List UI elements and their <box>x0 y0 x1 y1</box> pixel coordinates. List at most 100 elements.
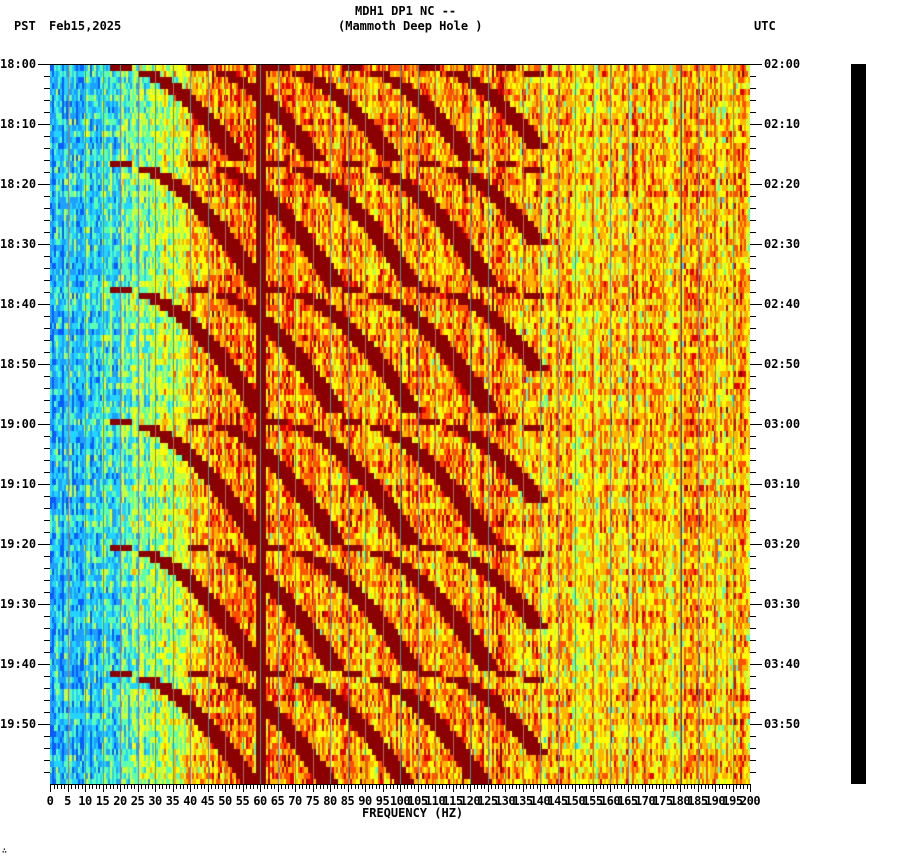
y-tick-left <box>38 664 50 665</box>
x-tick <box>561 784 562 789</box>
x-tick <box>641 784 643 789</box>
y-tick-right <box>750 292 756 293</box>
y-tick-left <box>38 184 50 185</box>
x-tick <box>200 784 202 789</box>
y-tick-left <box>38 424 50 425</box>
y-tick-left <box>44 376 50 377</box>
y-label-left: 19:20 <box>0 537 37 551</box>
x-label: 145 <box>547 794 568 808</box>
x-tick <box>424 784 426 789</box>
x-tick <box>725 784 727 789</box>
x-tick <box>673 784 674 789</box>
x-tick <box>123 784 125 789</box>
x-tick <box>512 784 513 789</box>
x-label: 180 <box>669 794 691 808</box>
y-tick-right <box>750 748 756 749</box>
y-tick-left <box>44 532 50 533</box>
x-tick <box>120 784 121 792</box>
y-tick-right <box>750 160 756 161</box>
y-label-left: 19:40 <box>0 657 37 671</box>
y-label-left: 18:00 <box>0 57 37 71</box>
y-label-left: 19:10 <box>0 477 37 491</box>
x-tick <box>617 784 618 789</box>
date-label: Feb15,2025 <box>49 19 122 33</box>
amplitude-trace-bar <box>851 64 866 784</box>
x-tick <box>557 784 559 792</box>
x-tick <box>312 784 314 792</box>
x-label: 120 <box>459 794 481 808</box>
spectrogram-canvas <box>50 65 750 785</box>
x-tick <box>701 784 702 789</box>
x-label: 40 <box>183 794 197 808</box>
y-tick-left <box>44 100 50 101</box>
x-tick <box>533 784 534 789</box>
x-label: 75 <box>305 794 320 808</box>
x-tick <box>620 784 622 789</box>
x-tick <box>547 784 548 789</box>
x-tick <box>169 784 170 789</box>
x-tick <box>298 784 300 789</box>
x-tick <box>246 784 247 789</box>
x-tick <box>407 784 408 789</box>
y-label-right: 02:40 <box>764 297 801 311</box>
y-tick-right <box>750 664 762 665</box>
x-tick <box>141 784 142 789</box>
y-tick-right <box>750 568 756 569</box>
y-tick-right <box>750 136 756 137</box>
x-tick <box>421 784 422 789</box>
y-tick-left <box>44 352 50 353</box>
y-tick-right <box>750 760 756 761</box>
y-tick-left <box>44 196 50 197</box>
x-tick <box>211 784 212 789</box>
y-tick-right <box>750 712 756 713</box>
x-tick <box>746 784 748 789</box>
x-tick <box>697 784 699 792</box>
x-tick <box>281 784 282 789</box>
x-label: 15 <box>95 794 110 808</box>
x-tick <box>410 784 412 789</box>
corner-mark: ∴ <box>2 846 7 855</box>
x-tick <box>400 784 401 792</box>
y-tick-left <box>44 220 50 221</box>
y-tick-right <box>750 460 756 461</box>
x-tick <box>473 784 475 789</box>
y-tick-right <box>750 640 756 641</box>
x-tick <box>624 784 625 789</box>
x-tick <box>477 784 478 789</box>
y-tick-left <box>44 496 50 497</box>
x-tick <box>431 784 433 789</box>
y-tick-left <box>38 244 50 245</box>
x-tick <box>599 784 601 789</box>
y-tick-right <box>750 604 762 605</box>
x-label: 185 <box>687 794 708 808</box>
x-label: 105 <box>407 794 428 808</box>
x-tick <box>396 784 398 789</box>
x-tick <box>148 784 149 789</box>
x-axis-title: FREQUENCY (HZ) <box>362 806 464 820</box>
y-tick-right <box>750 700 756 701</box>
x-tick <box>109 784 111 789</box>
y-tick-right <box>750 616 756 617</box>
y-label-left: 18:20 <box>0 177 37 191</box>
x-tick <box>351 784 352 789</box>
x-tick <box>428 784 429 789</box>
x-tick <box>270 784 272 789</box>
x-tick <box>375 784 377 789</box>
x-tick <box>704 784 706 789</box>
x-tick <box>365 784 366 792</box>
x-label: 135 <box>512 794 533 808</box>
x-tick <box>666 784 667 789</box>
y-label-left: 18:50 <box>0 357 37 371</box>
x-tick <box>442 784 443 789</box>
x-label: 190 <box>704 794 726 808</box>
y-tick-left <box>38 364 50 365</box>
x-tick <box>347 784 349 792</box>
x-tick <box>218 784 219 789</box>
x-tick <box>638 784 639 789</box>
y-tick-right <box>750 424 762 425</box>
x-tick <box>722 784 723 789</box>
x-tick <box>151 784 153 789</box>
x-label: 195 <box>722 794 743 808</box>
y-tick-left <box>44 280 50 281</box>
x-tick <box>519 784 520 789</box>
